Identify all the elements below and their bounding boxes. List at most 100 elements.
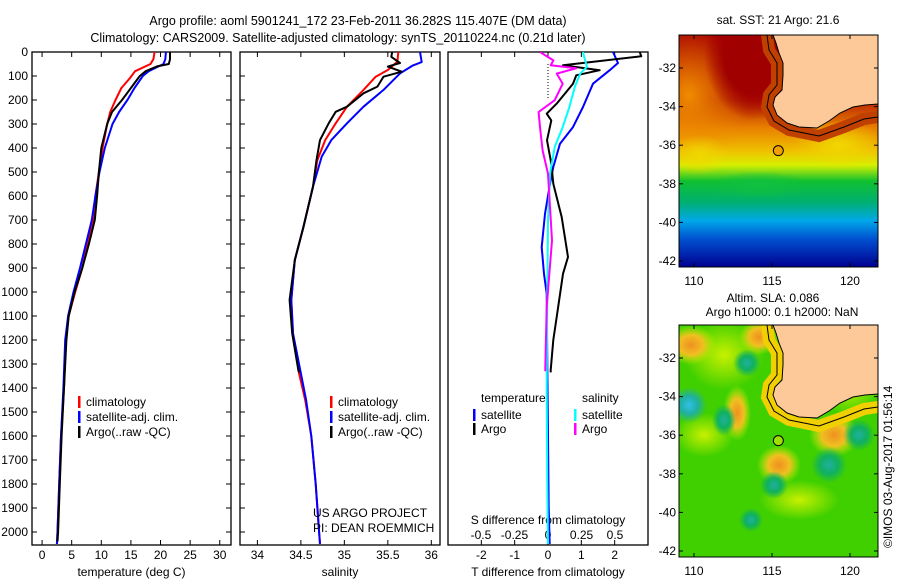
legend-label: Argo [582,422,608,436]
sla-anomaly-blob [760,471,788,499]
depth-tick-label: 800 [8,237,28,251]
depth-tick-label: 1800 [1,477,28,491]
sla-anomaly-blob [679,387,707,423]
legend-marker [574,423,577,435]
sla-anomaly-blob [679,325,716,365]
x-tick-label: 36 [425,548,439,562]
depth-tick-label: 0 [21,45,28,59]
depth-tick-label: 600 [8,189,28,203]
sla-anomaly-blob [843,419,875,451]
legend-label: Argo(..raw -QC) [86,425,171,439]
lat-tick-label: -32 [659,61,677,75]
title-line-2: Climatology: CARS2009. Satellite-adjuste… [90,31,585,45]
x-tick-label: -1 [509,548,520,562]
x-tick-label: 0 [545,548,552,562]
lon-tick-label: 110 [684,564,703,578]
legend-label: satellite-adj. clim. [86,410,178,424]
s-tick-label: 0.5 [607,528,624,542]
x-tick-label: 30 [213,548,227,562]
x-tick-label: 15 [124,548,138,562]
map1-title: sat. SST: 21 Argo: 21.6 [717,13,840,27]
x-tick-label: 10 [95,548,109,562]
legend-marker [330,396,333,408]
lat-tick-label: -40 [659,215,677,229]
series-group [288,52,423,545]
plot-frame [239,51,441,546]
isobath-line [766,325,878,427]
lon-tick-label: 110 [684,274,703,288]
land-mass [772,325,878,419]
lat-tick-label: -38 [659,467,677,481]
lon-tick-label: 120 [840,274,860,288]
legend-label: climatology [338,395,398,409]
depth-tick-label: 1300 [1,357,28,371]
annotation-project: US ARGO PROJECT [313,506,428,520]
argo-float-marker [772,145,784,157]
land-mass [772,35,878,129]
map2-title-line-2: Argo h1000: 0.1 h2000: NaN [706,305,859,319]
depth-tick-label: 200 [8,93,28,107]
lon-tick-label: 115 [762,274,781,288]
x-tick-label: 34 [251,548,265,562]
sla-anomaly-blob [811,447,847,483]
argo-float-marker [772,435,784,447]
difference-panel: -2 -1 0 1 2 T difference from climatology -0.5… [447,51,649,579]
legend-marker [78,411,81,423]
depth-tick-label: 100 [8,69,28,83]
depth-tick-label: 1700 [1,453,28,467]
lat-tick-label: -34 [659,390,677,404]
map-field [679,325,878,557]
s-tick-label: -0.5 [471,528,492,542]
depth-tick-label: 300 [8,117,28,131]
depth-tick-label: 1500 [1,405,28,419]
imos-watermark: ©IMOS 03-Aug-2017 01:56:14 [881,385,895,548]
plot-frame [31,51,232,546]
sla-anomaly-blob [712,404,736,436]
series-salinity-argo [537,52,578,372]
depth-tick-label: 1200 [1,333,28,347]
x-axis-label: T difference from climatology [471,565,625,579]
x-tick-label: 34.5 [289,548,313,562]
lat-tick-label: -34 [659,100,677,114]
x-tick-label: 1 [578,548,585,562]
series-argo-raw-qc [56,52,171,542]
x-tick-label: 35.5 [376,548,400,562]
depth-tick-label: 900 [8,261,28,275]
series-group [55,52,171,545]
lat-tick-label: -36 [659,428,677,442]
sla-map: 110 115 120 -32 -34 -36 -38 -40 -42 [659,324,879,578]
legend-label: climatology [86,395,146,409]
series-argo-raw-qc [288,52,403,373]
legend-label: satellite [582,408,623,422]
legend-marker [78,396,81,408]
legend-label: Argo(..raw -QC) [338,425,423,439]
sst-warm-patch [679,135,729,175]
title-line-1: Argo profile: aoml 5901241_172 23-Feb-20… [149,14,566,28]
sst-map: 110 115 120 -32 -34 -36 -38 -40 -42 [659,34,879,288]
x-tick-label: 2 [611,548,618,562]
x-tick-label: 20 [154,548,168,562]
sst-cool-patch [709,171,809,199]
depth-tick-label: 1000 [1,285,28,299]
x-tick-label: 0 [39,548,46,562]
lat-tick-label: -42 [659,254,677,268]
legend-marker [330,411,333,423]
salinity-panel: 34 34.5 35 35.5 36 salinity climatologysatelli… [239,51,441,579]
s-tick-label: 0.25 [570,528,594,542]
map-frame [678,34,879,268]
x-axis-label: temperature (deg C) [77,565,185,579]
x-tick-label: 5 [68,548,75,562]
legend-header-salinity: salinity [582,391,619,405]
lat-tick-label: -38 [659,177,677,191]
lat-tick-label: -32 [659,351,677,365]
legend-marker [78,426,81,438]
lon-tick-label: 115 [762,564,781,578]
series-temperature-argo [545,52,643,373]
series-salinity-satellite [545,52,588,545]
x-tick-label: -2 [476,548,487,562]
x-axis-label: salinity [322,565,359,579]
lat-tick-label: -36 [659,138,677,152]
depth-tick-label: 1100 [2,309,28,323]
legend-marker [574,409,577,421]
